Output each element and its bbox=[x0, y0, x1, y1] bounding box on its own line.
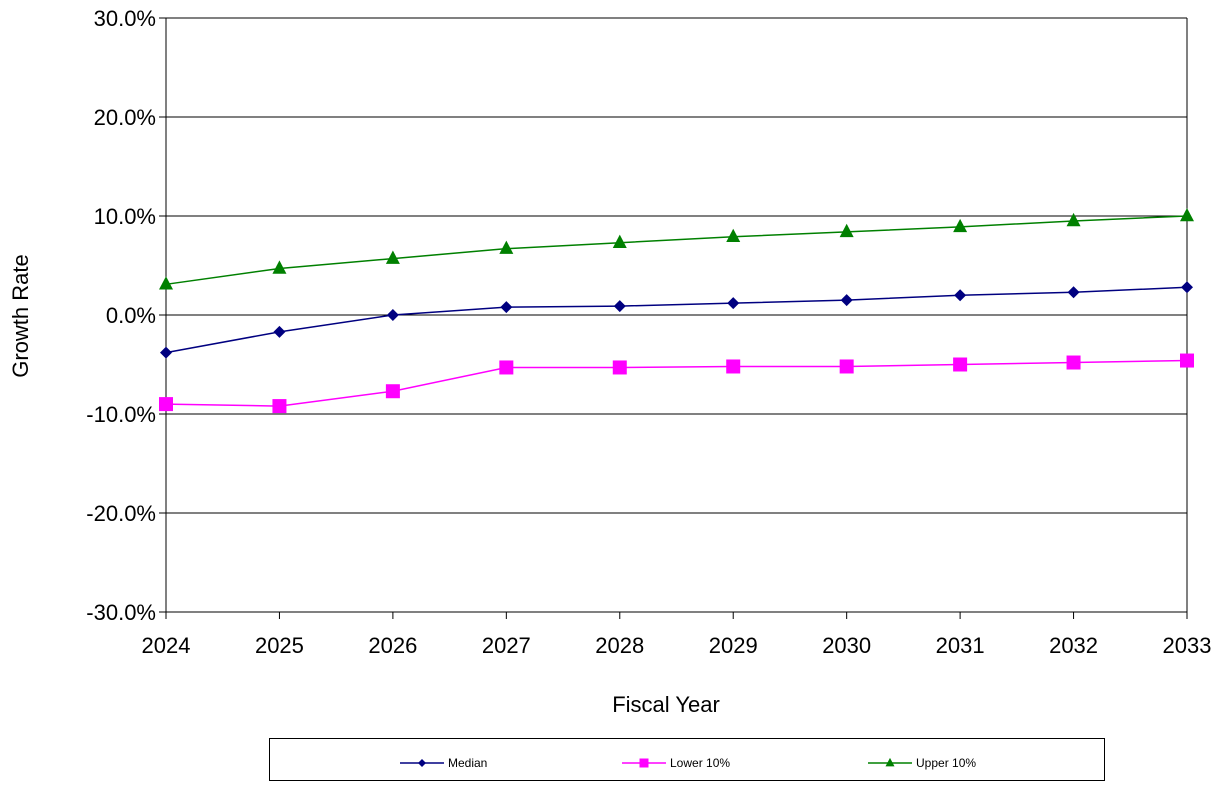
data-point bbox=[385, 250, 400, 264]
y-tick-label: 0.0% bbox=[106, 303, 156, 328]
data-point bbox=[1067, 286, 1080, 299]
x-axis-title: Fiscal Year bbox=[612, 692, 720, 717]
y-tick-label: 10.0% bbox=[94, 204, 156, 229]
data-point bbox=[727, 297, 740, 310]
data-point bbox=[840, 294, 853, 307]
legend-label: Median bbox=[448, 756, 487, 770]
data-point bbox=[953, 218, 968, 233]
legend-item: Median bbox=[400, 756, 487, 770]
data-point bbox=[499, 360, 514, 375]
data-point bbox=[613, 300, 626, 313]
legend-marker bbox=[418, 759, 426, 767]
y-tick-label: -10.0% bbox=[86, 402, 156, 427]
data-point bbox=[1180, 353, 1194, 368]
legend-box bbox=[269, 738, 1105, 781]
x-tick-label: 2024 bbox=[142, 633, 191, 658]
y-axis-ticks: -30.0% -20.0% -10.0% 0.0% 10.0% 20.0% 30.0% bbox=[86, 6, 166, 625]
x-tick-label: 2027 bbox=[482, 633, 531, 658]
data-point bbox=[1066, 212, 1081, 227]
x-tick-label: 2033 bbox=[1163, 633, 1212, 658]
data-point bbox=[159, 276, 173, 290]
x-tick-label: 2030 bbox=[822, 633, 871, 658]
data-point bbox=[612, 360, 627, 375]
data-point bbox=[500, 301, 513, 314]
series-upper-10 bbox=[159, 207, 1194, 290]
data-point bbox=[272, 260, 287, 274]
x-tick-label: 2029 bbox=[709, 633, 758, 658]
legend-item: Lower 10% bbox=[622, 756, 730, 770]
data-point bbox=[1181, 281, 1193, 294]
data-point bbox=[726, 228, 741, 243]
data-point bbox=[954, 289, 967, 302]
plot-grid bbox=[166, 17, 1187, 613]
data-point bbox=[953, 357, 968, 372]
data-point bbox=[159, 397, 173, 412]
legend-item: Upper 10% bbox=[868, 756, 976, 770]
data-point bbox=[160, 346, 172, 359]
x-tick-label: 2031 bbox=[936, 633, 985, 658]
series-layer bbox=[159, 207, 1194, 414]
x-axis-ticks: 2024 2025 2026 2027 2028 2029 2030 2031 2032 2033 bbox=[142, 612, 1212, 658]
series-line bbox=[165, 286, 1188, 354]
y-tick-label: -20.0% bbox=[86, 501, 156, 526]
data-point bbox=[272, 399, 287, 414]
legend-marker bbox=[639, 758, 649, 768]
data-point bbox=[1180, 207, 1194, 222]
data-point bbox=[612, 234, 627, 248]
y-tick-label: 20.0% bbox=[94, 105, 156, 130]
data-point bbox=[273, 325, 286, 338]
legend-label: Lower 10% bbox=[670, 756, 730, 770]
legend: Median Lower 10% Upper 10% bbox=[269, 738, 1105, 781]
data-point bbox=[1066, 355, 1081, 370]
series-lower-10 bbox=[159, 353, 1194, 414]
x-tick-label: 2026 bbox=[368, 633, 417, 658]
series-median bbox=[160, 281, 1193, 359]
data-point bbox=[499, 240, 514, 254]
x-tick-label: 2028 bbox=[595, 633, 644, 658]
y-tick-label: 30.0% bbox=[94, 6, 156, 31]
data-point bbox=[839, 223, 854, 238]
series-line bbox=[165, 359, 1188, 407]
data-point bbox=[386, 309, 399, 321]
series-line bbox=[165, 215, 1188, 286]
y-axis-title: Growth Rate bbox=[8, 254, 33, 378]
x-tick-label: 2032 bbox=[1049, 633, 1098, 658]
y-tick-label: -30.0% bbox=[86, 600, 156, 625]
legend-label: Upper 10% bbox=[916, 756, 976, 770]
legend-marker bbox=[885, 757, 895, 767]
x-tick-label: 2025 bbox=[255, 633, 304, 658]
data-point bbox=[726, 359, 741, 374]
data-point bbox=[385, 384, 400, 399]
data-point bbox=[839, 359, 854, 374]
